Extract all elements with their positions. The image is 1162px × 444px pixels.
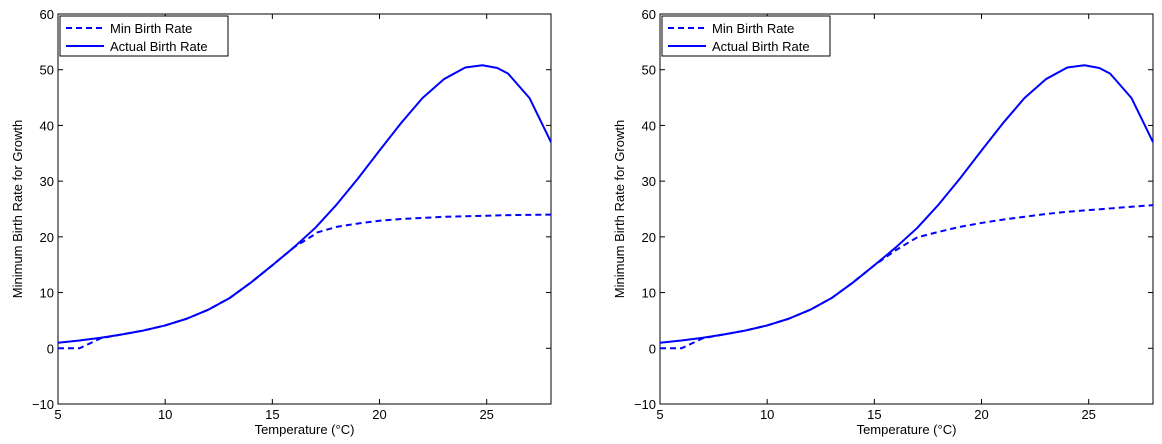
legend: Min Birth Rate Actual Birth Rate [59, 15, 229, 57]
x-tick-label: 5 [54, 407, 61, 422]
legend-label-1: Min Birth Rate [712, 21, 794, 36]
x-tick-label: 10 [158, 407, 172, 422]
x-axis-label: Temperature (°C) [857, 422, 957, 437]
series-line-actual-birth-rate [660, 64, 1153, 344]
y-tick-label: 0 [47, 341, 54, 356]
y-tick-label: 40 [642, 118, 656, 133]
legend-label-2: Actual Birth Rate [110, 39, 208, 54]
y-tick-label: 50 [642, 63, 656, 78]
y-axis-label: Minimum Birth Rate for Growth [10, 120, 25, 298]
x-axis-label: Temperature (°C) [255, 422, 355, 437]
plot-frame [659, 13, 1154, 405]
legend: Min Birth Rate Actual Birth Rate [661, 15, 831, 57]
y-tick-label: 0 [649, 341, 656, 356]
x-tick-label: 25 [1081, 407, 1095, 422]
x-tick-label: 25 [479, 407, 493, 422]
legend-label-1: Min Birth Rate [110, 21, 192, 36]
y-tick-label: 20 [642, 230, 656, 245]
y-tick-label: 30 [40, 174, 54, 189]
y-tick-label: 10 [40, 286, 54, 301]
series-group [660, 64, 1153, 350]
y-axis-label: Minimum Birth Rate for Growth [612, 120, 627, 298]
x-tick-label: 20 [372, 407, 386, 422]
y-tick-label: −10 [634, 397, 656, 412]
y-tick-label: 10 [642, 286, 656, 301]
y-tick-label: 50 [40, 63, 54, 78]
plot-frame [57, 13, 552, 405]
y-tick-label: 20 [40, 230, 54, 245]
x-tick-label: 20 [974, 407, 988, 422]
legend-label-2: Actual Birth Rate [712, 39, 810, 54]
legend-box [661, 15, 831, 57]
y-tick-label: 60 [642, 7, 656, 22]
chart-panel-2: 5 10 15 20 25 −10 0 10 20 30 40 50 60 Temperature (°C… [612, 7, 1154, 437]
x-tick-label: 10 [760, 407, 774, 422]
series-group [58, 64, 551, 350]
y-tick-label: −10 [32, 397, 54, 412]
chart-panel-1: 5 10 15 20 25 −10 0 10 20 30 40 50 60 Temperature (°C… [10, 7, 552, 437]
series-line-min-birth-rate [660, 204, 1153, 350]
legend-box [59, 15, 229, 57]
x-tick-label: 15 [265, 407, 279, 422]
y-tick-label: 30 [642, 174, 656, 189]
x-tick-label: 5 [656, 407, 663, 422]
x-tick-label: 15 [867, 407, 881, 422]
series-line-actual-birth-rate [58, 64, 551, 344]
y-tick-label: 40 [40, 118, 54, 133]
y-tick-label: 60 [40, 7, 54, 22]
series-line-min-birth-rate [58, 213, 551, 350]
